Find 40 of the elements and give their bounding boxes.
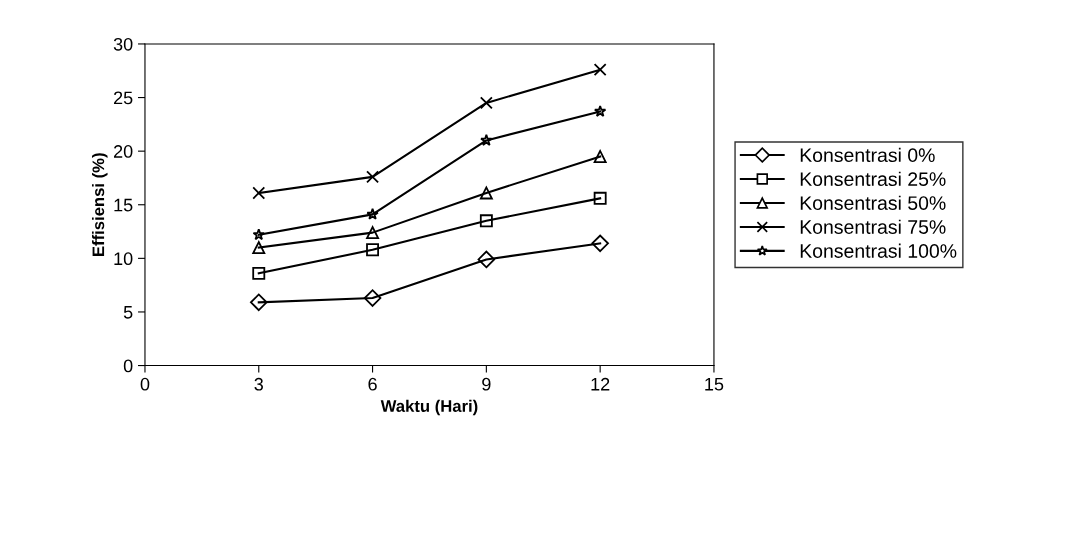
point [252, 228, 265, 241]
y-axis-title: Effisiensi (%) [91, 153, 108, 256]
point [252, 241, 266, 255]
point [479, 214, 493, 228]
y-tick-label: 30 [113, 37, 133, 51]
y-tick-label: 15 [114, 198, 133, 212]
y-tick-label: 5 [123, 306, 133, 319]
point [593, 105, 607, 117]
x-axis-title: Waktu (Hari) [380, 399, 478, 416]
point [591, 234, 609, 253]
point [479, 96, 493, 110]
point [363, 289, 382, 307]
point [252, 186, 266, 200]
point [477, 250, 496, 269]
y-tick-label: 0 [123, 359, 133, 373]
legend-label: Konsentrasi 0% [800, 147, 935, 163]
legend-label: Konsentrasi 100% [800, 243, 957, 258]
y-tick-label: 25 [113, 91, 133, 105]
x-tick-label: 15 [705, 378, 724, 391]
legend-label: Konsentrasi 25% [800, 171, 946, 187]
y-tick-label: 20 [113, 145, 133, 158]
x-tick-label: 0 [140, 377, 150, 391]
legend-label: Konsentrasi 50% [800, 195, 946, 210]
point [366, 226, 380, 240]
point [480, 133, 493, 146]
point [366, 170, 380, 184]
legend-label: Konsentrasi 75% [800, 219, 946, 234]
point [593, 150, 607, 163]
point [252, 266, 266, 280]
point [593, 191, 607, 205]
point [366, 207, 379, 220]
y-tick-label: 10 [114, 252, 133, 266]
x-tick-label: 3 [254, 377, 263, 391]
x-tick-label: 9 [482, 377, 491, 391]
x-tick-label: 6 [368, 377, 377, 391]
x-tick-label: 12 [591, 377, 610, 391]
point [593, 63, 607, 77]
point [479, 186, 493, 200]
point [366, 243, 380, 257]
point [250, 293, 268, 312]
